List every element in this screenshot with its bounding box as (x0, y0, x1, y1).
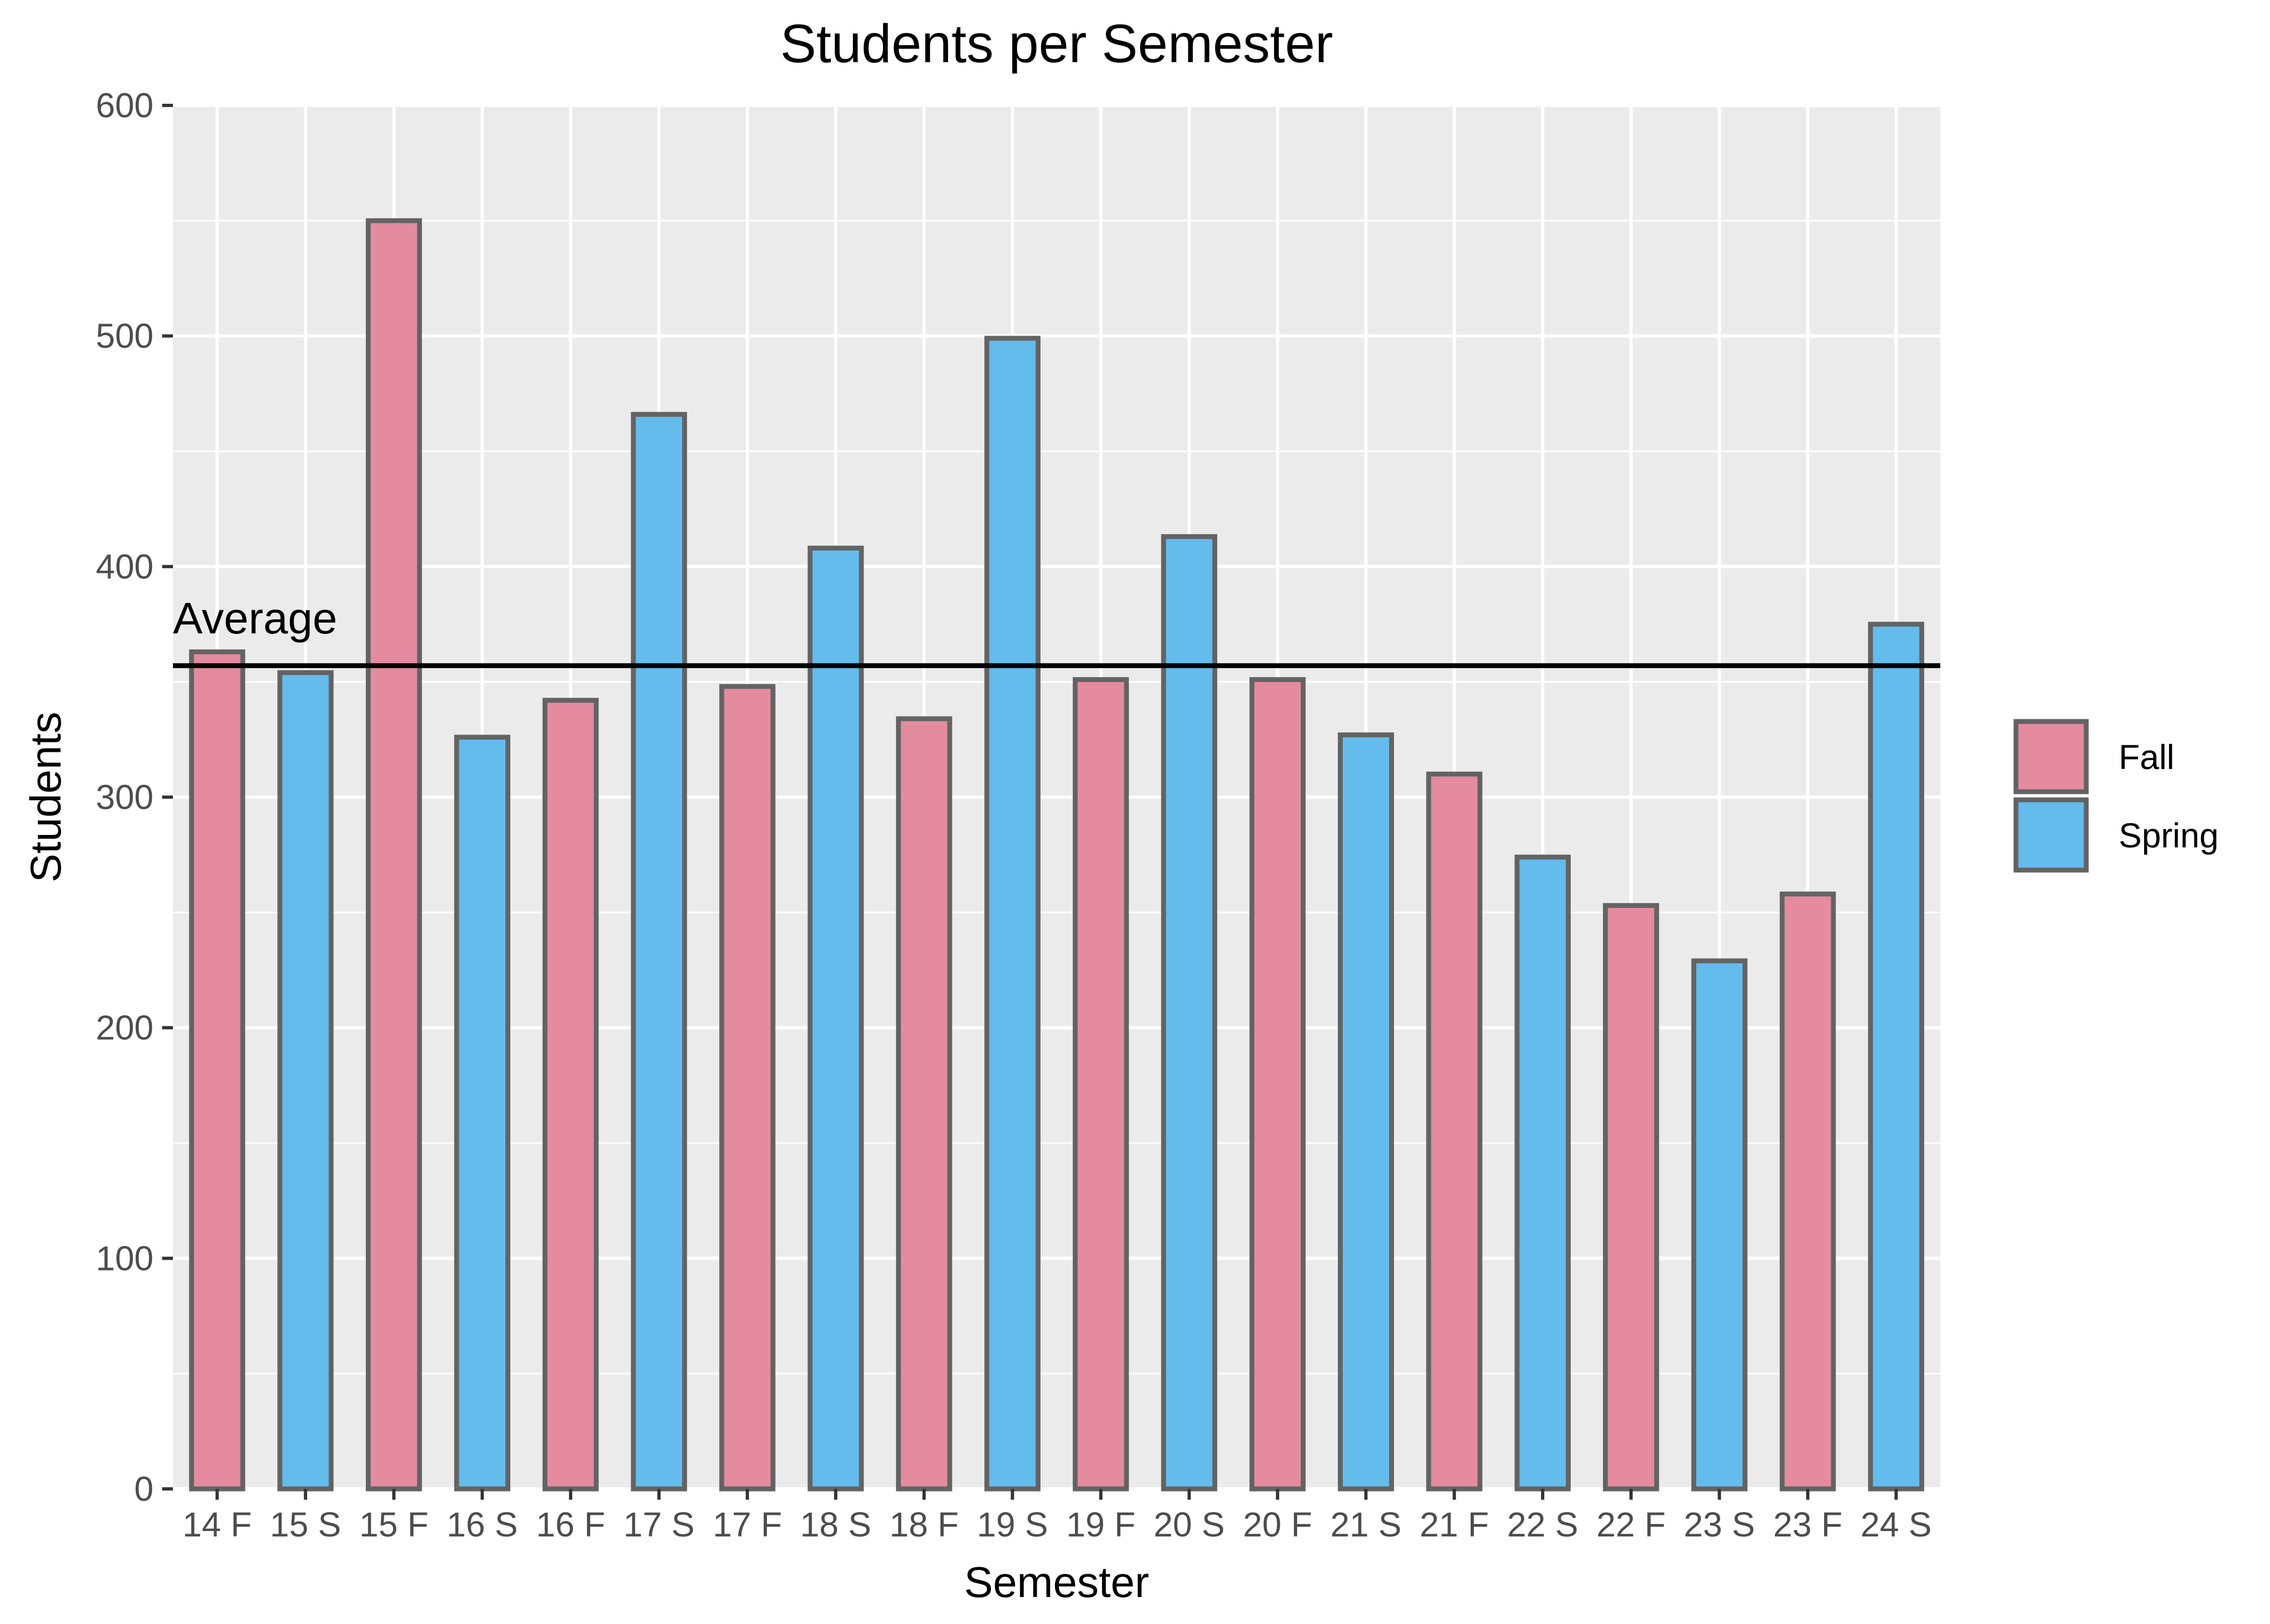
x-tick-label: 15 F (359, 1505, 429, 1544)
x-tick-label: 19 S (977, 1505, 1048, 1544)
bars (189, 218, 1925, 1492)
y-tick-label: 0 (134, 1469, 153, 1508)
x-tick-label: 16 S (446, 1505, 518, 1544)
y-tick-label: 600 (96, 86, 153, 125)
bar-18-f (896, 716, 952, 1492)
y-tick-label: 100 (96, 1239, 153, 1278)
average-label: Average (173, 594, 337, 643)
x-tick-label: 18 F (890, 1505, 959, 1544)
bar-22-s (1514, 854, 1571, 1492)
bar-23-f (1779, 891, 1836, 1492)
x-tick-label: 21 F (1420, 1505, 1489, 1544)
bar-15-f (365, 218, 422, 1492)
x-tick-label: 22 S (1507, 1505, 1578, 1544)
legend-label-spring: Spring (2119, 816, 2219, 855)
x-tick-label: 17 F (713, 1505, 782, 1544)
bar-18-s (807, 545, 864, 1492)
legend-label-fall: Fall (2119, 738, 2174, 777)
average-reference: Average (173, 594, 1940, 669)
bar-19-s (984, 336, 1041, 1492)
bar-20-f (1249, 677, 1306, 1492)
bar-21-f (1426, 771, 1483, 1492)
bar-17-s (631, 412, 687, 1492)
bar-24-s (1868, 621, 1925, 1492)
y-tick-label: 200 (96, 1008, 153, 1047)
y-axis: 0 100 200 300 400 500 600 (96, 86, 173, 1508)
x-axis-title: Semester (964, 1558, 1149, 1606)
bar-17-f (719, 684, 776, 1492)
x-tick-label: 20 F (1243, 1505, 1312, 1544)
x-tick-label: 19 F (1066, 1505, 1136, 1544)
y-tick-label: 500 (96, 317, 153, 356)
y-axis-title: Students (22, 712, 70, 883)
x-tick-label: 21 S (1330, 1505, 1401, 1544)
x-tick-label: 15 S (270, 1505, 341, 1544)
x-tick-label: 18 S (800, 1505, 871, 1544)
y-tick-label: 300 (96, 778, 153, 817)
legend-key-fall (2013, 719, 2089, 794)
bar-14-f (189, 649, 245, 1492)
x-tick-label: 23 F (1773, 1505, 1842, 1544)
x-tick-label: 24 S (1860, 1505, 1932, 1544)
y-tick-label: 400 (96, 547, 153, 586)
legend-key-spring (2013, 797, 2089, 873)
chart-title: Students per Semester (780, 14, 1333, 74)
x-tick-label: 16 F (536, 1505, 605, 1544)
x-tick-label: 20 S (1153, 1505, 1225, 1544)
bar-15-s (277, 670, 334, 1492)
x-tick-label: 23 S (1684, 1505, 1755, 1544)
bar-20-s (1161, 534, 1218, 1492)
bar-16-s (454, 734, 511, 1492)
x-axis: 14 F 15 S 15 F 16 S 16 F 17 S 17 F 18 S 18 F 19 S… (183, 1489, 1932, 1544)
x-tick-label: 17 S (623, 1505, 695, 1544)
bar-22-f (1603, 903, 1659, 1492)
bar-16-f (542, 698, 599, 1492)
legend: Fall Spring (2013, 719, 2219, 873)
bar-19-f (1072, 677, 1129, 1492)
bar-23-s (1691, 958, 1748, 1492)
bar-21-s (1338, 732, 1394, 1492)
x-tick-label: 14 F (183, 1505, 252, 1544)
x-tick-label: 22 F (1597, 1505, 1666, 1544)
